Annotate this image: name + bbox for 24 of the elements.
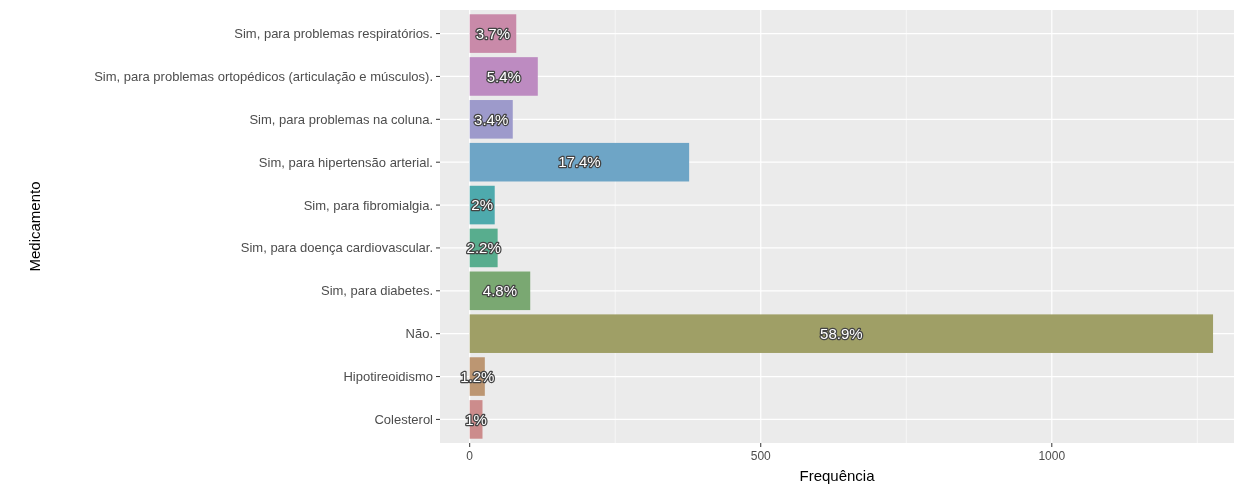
annotation: 4.8% <box>482 282 518 300</box>
annotation: 5.4% <box>486 67 521 85</box>
x-axis-title: Frequência <box>799 467 876 484</box>
y-tick-label: Sim, para problemas respiratórios. <box>234 26 433 42</box>
y-axis-title: Medicamento <box>26 181 43 272</box>
x-tick-label: 500 <box>750 449 772 463</box>
annotation: 3.4% <box>474 110 509 128</box>
y-tick-label: Hipotireoidismo <box>343 369 433 385</box>
y-tick-label: Sim, para fibromialgia. <box>303 197 433 213</box>
y-tick-label: Sim, para problemas ortopédicos (articulação e músculos). <box>94 69 433 84</box>
annotation: 3.7% <box>475 24 511 42</box>
x-tick-label: 1000 <box>1038 449 1066 463</box>
y-tick-label: Não. <box>405 326 433 342</box>
y-tick-label: Sim, para hipertensão arterial. <box>258 154 433 170</box>
y-tick-label: Sim, para problemas na coluna. <box>249 111 433 127</box>
annotation: 17.4% <box>558 153 601 171</box>
bar <box>469 142 690 182</box>
x-tick-label: 0 <box>466 449 474 463</box>
y-tick-label: Colesterol <box>374 411 434 427</box>
bar <box>469 314 1214 353</box>
annotation: 2% <box>471 196 494 214</box>
y-tick-label: Sim, para doença cardiovascular. <box>240 240 433 256</box>
annotation: 58.9% <box>820 324 863 342</box>
y-tick-label: Sim, para diabetes. <box>320 283 433 299</box>
